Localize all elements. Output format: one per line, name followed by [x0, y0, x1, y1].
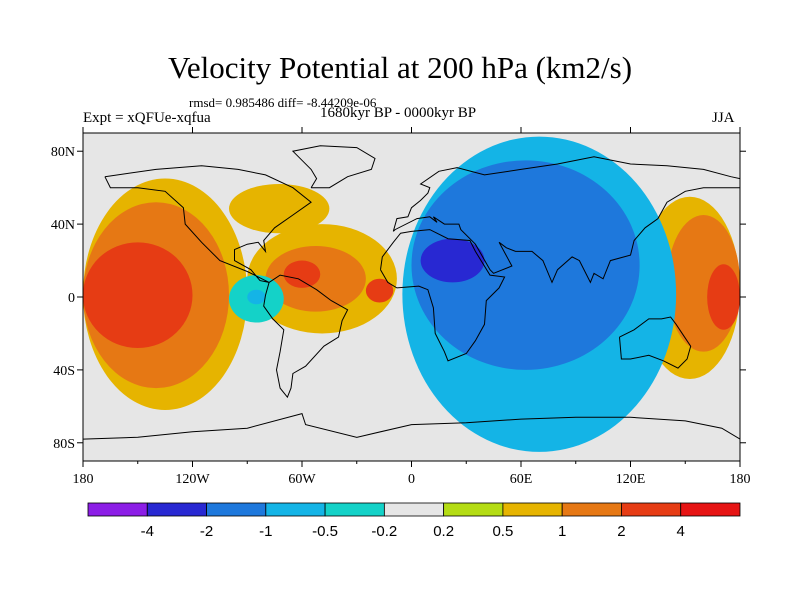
y-tick-label-0: 80N	[51, 145, 75, 160]
season-label: JJA	[712, 110, 735, 126]
coastline-4	[619, 316, 692, 369]
colorbar-label-9: 4	[677, 523, 685, 540]
colorbar: -4 -2 -1 -0.5 -0.2 0.2 0.5 1 2 4	[87, 502, 741, 540]
chart-title: Velocity Potential at 200 hPa (km2/s)	[167, 50, 633, 85]
coastlines	[83, 145, 740, 440]
contour-fields	[83, 136, 740, 452]
contour-region-12	[247, 289, 266, 305]
coastline-6	[291, 145, 376, 189]
colorbar-box-3	[265, 502, 326, 517]
contour-region-7	[83, 242, 193, 349]
coastline-5	[83, 412, 740, 440]
colorbar-label-4: -0.2	[371, 523, 397, 540]
colorbar-label-2: -1	[259, 523, 272, 540]
colorbar-box-9	[621, 502, 682, 517]
colorbar-box-8	[561, 502, 622, 517]
colorbar-box-2	[206, 502, 267, 517]
colorbar-label-6: 0.5	[492, 523, 513, 540]
x-axis: 180 120W 60W 0 60E 120E 180	[73, 127, 751, 487]
y-tick-label-3: 40S	[53, 364, 75, 379]
colorbar-box-0	[87, 502, 148, 517]
colorbar-box-7	[502, 502, 563, 517]
x-tick-label-2: 60W	[288, 472, 316, 487]
coastline-0	[104, 165, 312, 283]
period-label: 1680kyr BP - 0000kyr BP	[320, 105, 477, 121]
coastline-1	[263, 274, 349, 399]
y-axis: 80N 40N 0 40S 80S	[51, 145, 746, 452]
colorbar-box-5	[383, 502, 445, 517]
stats-text: rmsd= 0.985486 diff= -8.44209e-06	[189, 95, 377, 110]
colorbar-label-1: -2	[200, 523, 213, 540]
coastline-2	[380, 229, 506, 362]
colorbar-box-4	[324, 502, 385, 517]
x-tick-label-4: 60E	[510, 472, 533, 487]
contour-region-10	[707, 264, 740, 330]
x-tick-label-3: 0	[408, 472, 415, 487]
y-tick-label-2: 0	[68, 291, 75, 306]
x-tick-label-5: 120E	[616, 472, 646, 487]
colorbar-label-3: -0.5	[312, 523, 338, 540]
x-tick-label-1: 120W	[175, 472, 210, 487]
contour-region-9	[365, 278, 394, 303]
colorbar-label-5: 0.2	[433, 523, 454, 540]
y-tick-label-4: 80S	[53, 437, 75, 452]
colorbar-label-7: 1	[558, 523, 566, 540]
colorbar-label-0: -4	[141, 523, 154, 540]
x-tick-label-0: 180	[73, 472, 94, 487]
colorbar-label-8: 2	[617, 523, 625, 540]
coastline-3	[392, 156, 740, 284]
colorbar-box-1	[146, 502, 207, 517]
y-tick-label-1: 40N	[51, 218, 75, 233]
experiment-label: Expt = xQFUe-xqfua	[83, 110, 211, 126]
x-tick-label-6: 180	[730, 472, 751, 487]
contour-region-14	[411, 160, 640, 370]
contour-region-15	[420, 238, 485, 283]
contour-region-8	[283, 260, 321, 288]
colorbar-box-6	[443, 502, 504, 517]
colorbar-box-10	[680, 502, 741, 517]
